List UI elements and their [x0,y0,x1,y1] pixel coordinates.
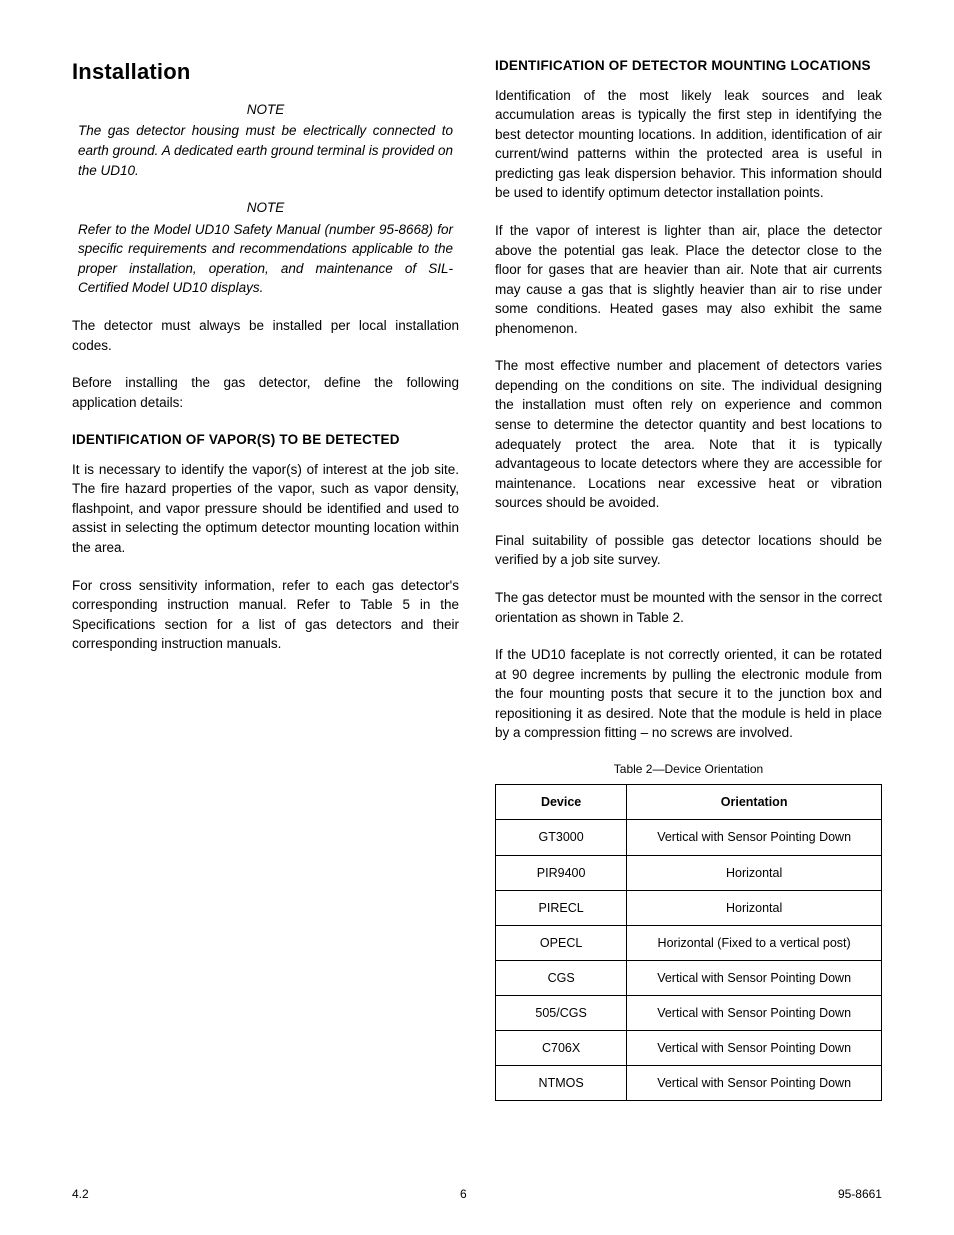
body-paragraph: Identification of the most likely leak s… [495,86,882,203]
table-header-cell: Orientation [627,785,882,820]
page-footer: 4.2 6 95-8661 [72,1186,882,1203]
subheading-vapors: IDENTIFICATION OF VAPOR(S) TO BE DETECTE… [72,430,459,450]
table-cell: Horizontal [627,855,882,890]
table-cell: PIR9400 [496,855,627,890]
section-title: Installation [72,56,459,88]
table-header-cell: Device [496,785,627,820]
two-column-layout: Installation NOTE The gas detector housi… [72,56,882,1101]
table-row: OPECLHorizontal (Fixed to a vertical pos… [496,925,882,960]
body-paragraph: It is necessary to identify the vapor(s)… [72,460,459,558]
table-row: PIRECLHorizontal [496,890,882,925]
table-caption: Table 2—Device Orientation [495,761,882,778]
table-cell: Vertical with Sensor Pointing Down [627,820,882,855]
footer-right: 95-8661 [838,1186,882,1203]
note-label-1: NOTE [72,100,459,120]
table-cell: PIRECL [496,890,627,925]
footer-center: 6 [460,1186,467,1203]
table-row: 505/CGSVertical with Sensor Pointing Dow… [496,996,882,1031]
table-cell: Vertical with Sensor Pointing Down [627,1031,882,1066]
body-paragraph: If the UD10 faceplate is not correctly o… [495,645,882,743]
table-cell: NTMOS [496,1066,627,1101]
table-row: NTMOSVertical with Sensor Pointing Down [496,1066,882,1101]
body-paragraph: The most effective number and placement … [495,356,882,513]
body-paragraph: Final suitability of possible gas detect… [495,531,882,570]
right-column: IDENTIFICATION OF DETECTOR MOUNTING LOCA… [495,56,882,1101]
table-cell: CGS [496,960,627,995]
table-cell: 505/CGS [496,996,627,1031]
table-cell: OPECL [496,925,627,960]
device-orientation-table: Device Orientation GT3000Vertical with S… [495,784,882,1101]
page: Installation NOTE The gas detector housi… [0,0,954,1235]
table-row: GT3000Vertical with Sensor Pointing Down [496,820,882,855]
table-cell: GT3000 [496,820,627,855]
subheading-mounting: IDENTIFICATION OF DETECTOR MOUNTING LOCA… [495,56,882,76]
table-row: PIR9400Horizontal [496,855,882,890]
body-paragraph: The detector must always be installed pe… [72,316,459,355]
note-label-2: NOTE [72,198,459,218]
table-body: GT3000Vertical with Sensor Pointing Down… [496,820,882,1101]
body-paragraph: Before installing the gas detector, defi… [72,373,459,412]
note-body-2: Refer to the Model UD10 Safety Manual (n… [72,220,459,298]
body-paragraph: For cross sensitivity information, refer… [72,576,459,654]
table-cell: C706X [496,1031,627,1066]
table-cell: Vertical with Sensor Pointing Down [627,960,882,995]
table-cell: Horizontal [627,890,882,925]
left-column: Installation NOTE The gas detector housi… [72,56,459,1101]
body-paragraph: If the vapor of interest is lighter than… [495,221,882,338]
table-cell: Vertical with Sensor Pointing Down [627,1066,882,1101]
table-cell: Horizontal (Fixed to a vertical post) [627,925,882,960]
body-paragraph: The gas detector must be mounted with th… [495,588,882,627]
footer-left: 4.2 [72,1186,89,1203]
note-body-1: The gas detector housing must be electri… [72,121,459,180]
table-row: CGSVertical with Sensor Pointing Down [496,960,882,995]
table-header-row: Device Orientation [496,785,882,820]
table-row: C706XVertical with Sensor Pointing Down [496,1031,882,1066]
table-cell: Vertical with Sensor Pointing Down [627,996,882,1031]
